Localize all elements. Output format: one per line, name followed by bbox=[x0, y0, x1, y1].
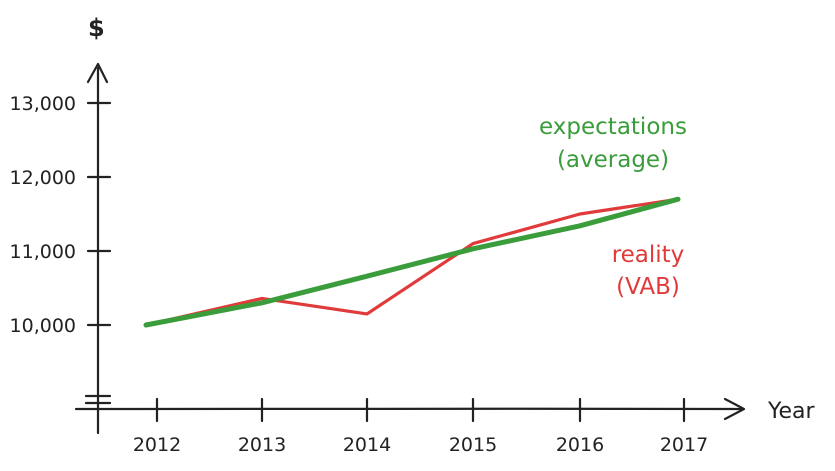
series-lines bbox=[143, 196, 681, 328]
series-line-reality bbox=[144, 197, 680, 327]
x-tick-label: 2016 bbox=[556, 434, 604, 456]
x-tick-label: 2017 bbox=[660, 434, 708, 456]
x-axis-arrow bbox=[723, 397, 746, 421]
series-label-line: (average) bbox=[557, 147, 669, 173]
x-ticks: 2012 2013 2014 2015 2016 2017 bbox=[133, 397, 708, 456]
y-tick-label: 13,000 bbox=[10, 93, 76, 115]
x-tick-label: 2014 bbox=[343, 434, 391, 456]
series-label-line: expectations bbox=[539, 114, 687, 140]
y-axis-unit-label: $ bbox=[88, 14, 105, 42]
x-tick-label: 2013 bbox=[238, 434, 286, 456]
x-tick-label: 2015 bbox=[449, 434, 497, 456]
y-tick-label: 11,000 bbox=[10, 241, 76, 263]
x-tick-label: 2012 bbox=[133, 434, 181, 456]
y-axis-line bbox=[96, 66, 100, 435]
chart-axes bbox=[74, 62, 746, 435]
x-axis-line bbox=[74, 407, 744, 411]
series-label-line: reality bbox=[612, 242, 685, 268]
series-label-line: (VAB) bbox=[616, 274, 680, 300]
y-axis-arrow bbox=[86, 62, 109, 84]
y-tick-label: 10,000 bbox=[10, 315, 76, 337]
axis-break-mark bbox=[84, 394, 112, 405]
series-labels: reality (VAB) expectations (average) bbox=[539, 114, 687, 300]
y-tick-label: 12,000 bbox=[10, 167, 76, 189]
x-axis-title: Year bbox=[767, 399, 816, 424]
y-ticks: 10,000 11,000 12,000 13,000 bbox=[10, 93, 112, 337]
series-line-expectations bbox=[143, 196, 681, 328]
